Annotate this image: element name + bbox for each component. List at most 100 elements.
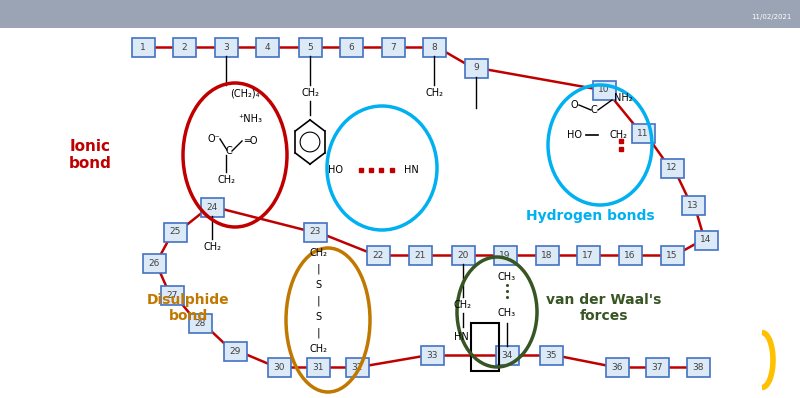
Text: 9: 9 — [473, 64, 479, 72]
Text: 8: 8 — [431, 43, 437, 51]
Text: 16: 16 — [624, 250, 636, 259]
FancyBboxPatch shape — [646, 357, 669, 377]
Text: 18: 18 — [542, 250, 553, 259]
Bar — [471, 323, 499, 371]
FancyBboxPatch shape — [593, 80, 615, 100]
Text: CH₂: CH₂ — [309, 248, 327, 258]
FancyBboxPatch shape — [201, 197, 223, 217]
FancyBboxPatch shape — [214, 37, 238, 57]
FancyBboxPatch shape — [694, 230, 718, 250]
Text: 3: 3 — [223, 43, 229, 51]
Text: S: S — [315, 280, 321, 290]
Text: 17: 17 — [582, 250, 594, 259]
FancyBboxPatch shape — [339, 37, 362, 57]
FancyBboxPatch shape — [495, 345, 518, 365]
FancyBboxPatch shape — [298, 37, 322, 57]
Text: 22: 22 — [372, 250, 384, 259]
Text: 28: 28 — [194, 318, 206, 328]
Text: 30: 30 — [274, 363, 285, 371]
Text: |: | — [316, 296, 320, 306]
Text: 19: 19 — [499, 250, 510, 259]
Text: HN: HN — [404, 165, 418, 175]
Text: 6: 6 — [348, 43, 354, 51]
FancyBboxPatch shape — [606, 357, 629, 377]
Text: CH₂: CH₂ — [425, 88, 443, 98]
FancyBboxPatch shape — [142, 254, 166, 273]
FancyBboxPatch shape — [267, 357, 290, 377]
Text: O: O — [570, 100, 578, 110]
Text: HO: HO — [328, 165, 343, 175]
FancyBboxPatch shape — [306, 357, 330, 377]
FancyBboxPatch shape — [131, 37, 154, 57]
Text: 2: 2 — [181, 43, 187, 51]
Text: 12: 12 — [666, 164, 678, 172]
FancyBboxPatch shape — [661, 158, 683, 178]
FancyBboxPatch shape — [618, 246, 642, 265]
FancyBboxPatch shape — [421, 345, 443, 365]
Text: |: | — [316, 328, 320, 338]
Text: |: | — [316, 264, 320, 274]
Text: C: C — [226, 146, 232, 156]
Text: 21: 21 — [414, 250, 426, 259]
FancyBboxPatch shape — [539, 345, 562, 365]
Text: 25: 25 — [170, 228, 181, 236]
Text: 14: 14 — [700, 236, 712, 244]
FancyBboxPatch shape — [422, 37, 446, 57]
Text: 26: 26 — [148, 258, 160, 267]
FancyBboxPatch shape — [661, 246, 683, 265]
Text: 27: 27 — [166, 291, 178, 300]
Bar — [0, 0, 800, 28]
Text: 5: 5 — [307, 43, 313, 51]
Text: 38: 38 — [692, 363, 704, 371]
Text: 29: 29 — [230, 347, 241, 355]
FancyBboxPatch shape — [465, 59, 487, 78]
Text: HO: HO — [566, 130, 582, 140]
FancyBboxPatch shape — [189, 314, 211, 332]
Text: CH₃: CH₃ — [498, 308, 516, 318]
FancyBboxPatch shape — [255, 37, 278, 57]
Text: 10: 10 — [598, 86, 610, 94]
Text: CH₂: CH₂ — [454, 300, 472, 310]
FancyBboxPatch shape — [535, 246, 558, 265]
Text: 13: 13 — [687, 201, 698, 209]
Text: CH₃: CH₃ — [498, 272, 516, 282]
Text: S: S — [315, 312, 321, 322]
FancyBboxPatch shape — [366, 246, 390, 265]
FancyBboxPatch shape — [173, 37, 195, 57]
FancyBboxPatch shape — [686, 357, 710, 377]
Text: CH₂: CH₂ — [309, 344, 327, 354]
FancyBboxPatch shape — [163, 222, 186, 242]
Text: 31: 31 — [312, 363, 324, 371]
Text: 4: 4 — [264, 43, 270, 51]
Text: CH₂: CH₂ — [609, 130, 627, 140]
Text: Ionic
bond: Ionic bond — [69, 139, 111, 171]
Text: 1: 1 — [140, 43, 146, 51]
Text: 11: 11 — [638, 129, 649, 137]
Text: 15: 15 — [666, 250, 678, 259]
Text: ⁺NH₃: ⁺NH₃ — [238, 114, 262, 124]
Text: 33: 33 — [426, 351, 438, 359]
Text: 37: 37 — [651, 363, 662, 371]
Text: Hydrogen bonds: Hydrogen bonds — [526, 209, 654, 223]
Text: 32: 32 — [351, 363, 362, 371]
FancyBboxPatch shape — [161, 285, 183, 304]
Text: 36: 36 — [611, 363, 622, 371]
Text: O⁻: O⁻ — [208, 134, 220, 144]
Text: CH₂: CH₂ — [301, 88, 319, 98]
Text: CH₂: CH₂ — [203, 242, 221, 252]
Text: Disulphide
bond: Disulphide bond — [146, 293, 230, 323]
FancyBboxPatch shape — [303, 222, 326, 242]
FancyBboxPatch shape — [382, 37, 405, 57]
Text: 11/02/2021: 11/02/2021 — [752, 14, 792, 20]
FancyBboxPatch shape — [682, 195, 705, 215]
FancyBboxPatch shape — [223, 341, 246, 361]
Text: 35: 35 — [546, 351, 557, 359]
Text: van der Waal's
forces: van der Waal's forces — [546, 293, 662, 323]
Text: 7: 7 — [390, 43, 396, 51]
FancyBboxPatch shape — [409, 246, 431, 265]
FancyBboxPatch shape — [631, 123, 654, 142]
Text: C: C — [590, 105, 598, 115]
FancyBboxPatch shape — [577, 246, 599, 265]
FancyBboxPatch shape — [494, 246, 517, 265]
Text: 20: 20 — [458, 250, 469, 259]
